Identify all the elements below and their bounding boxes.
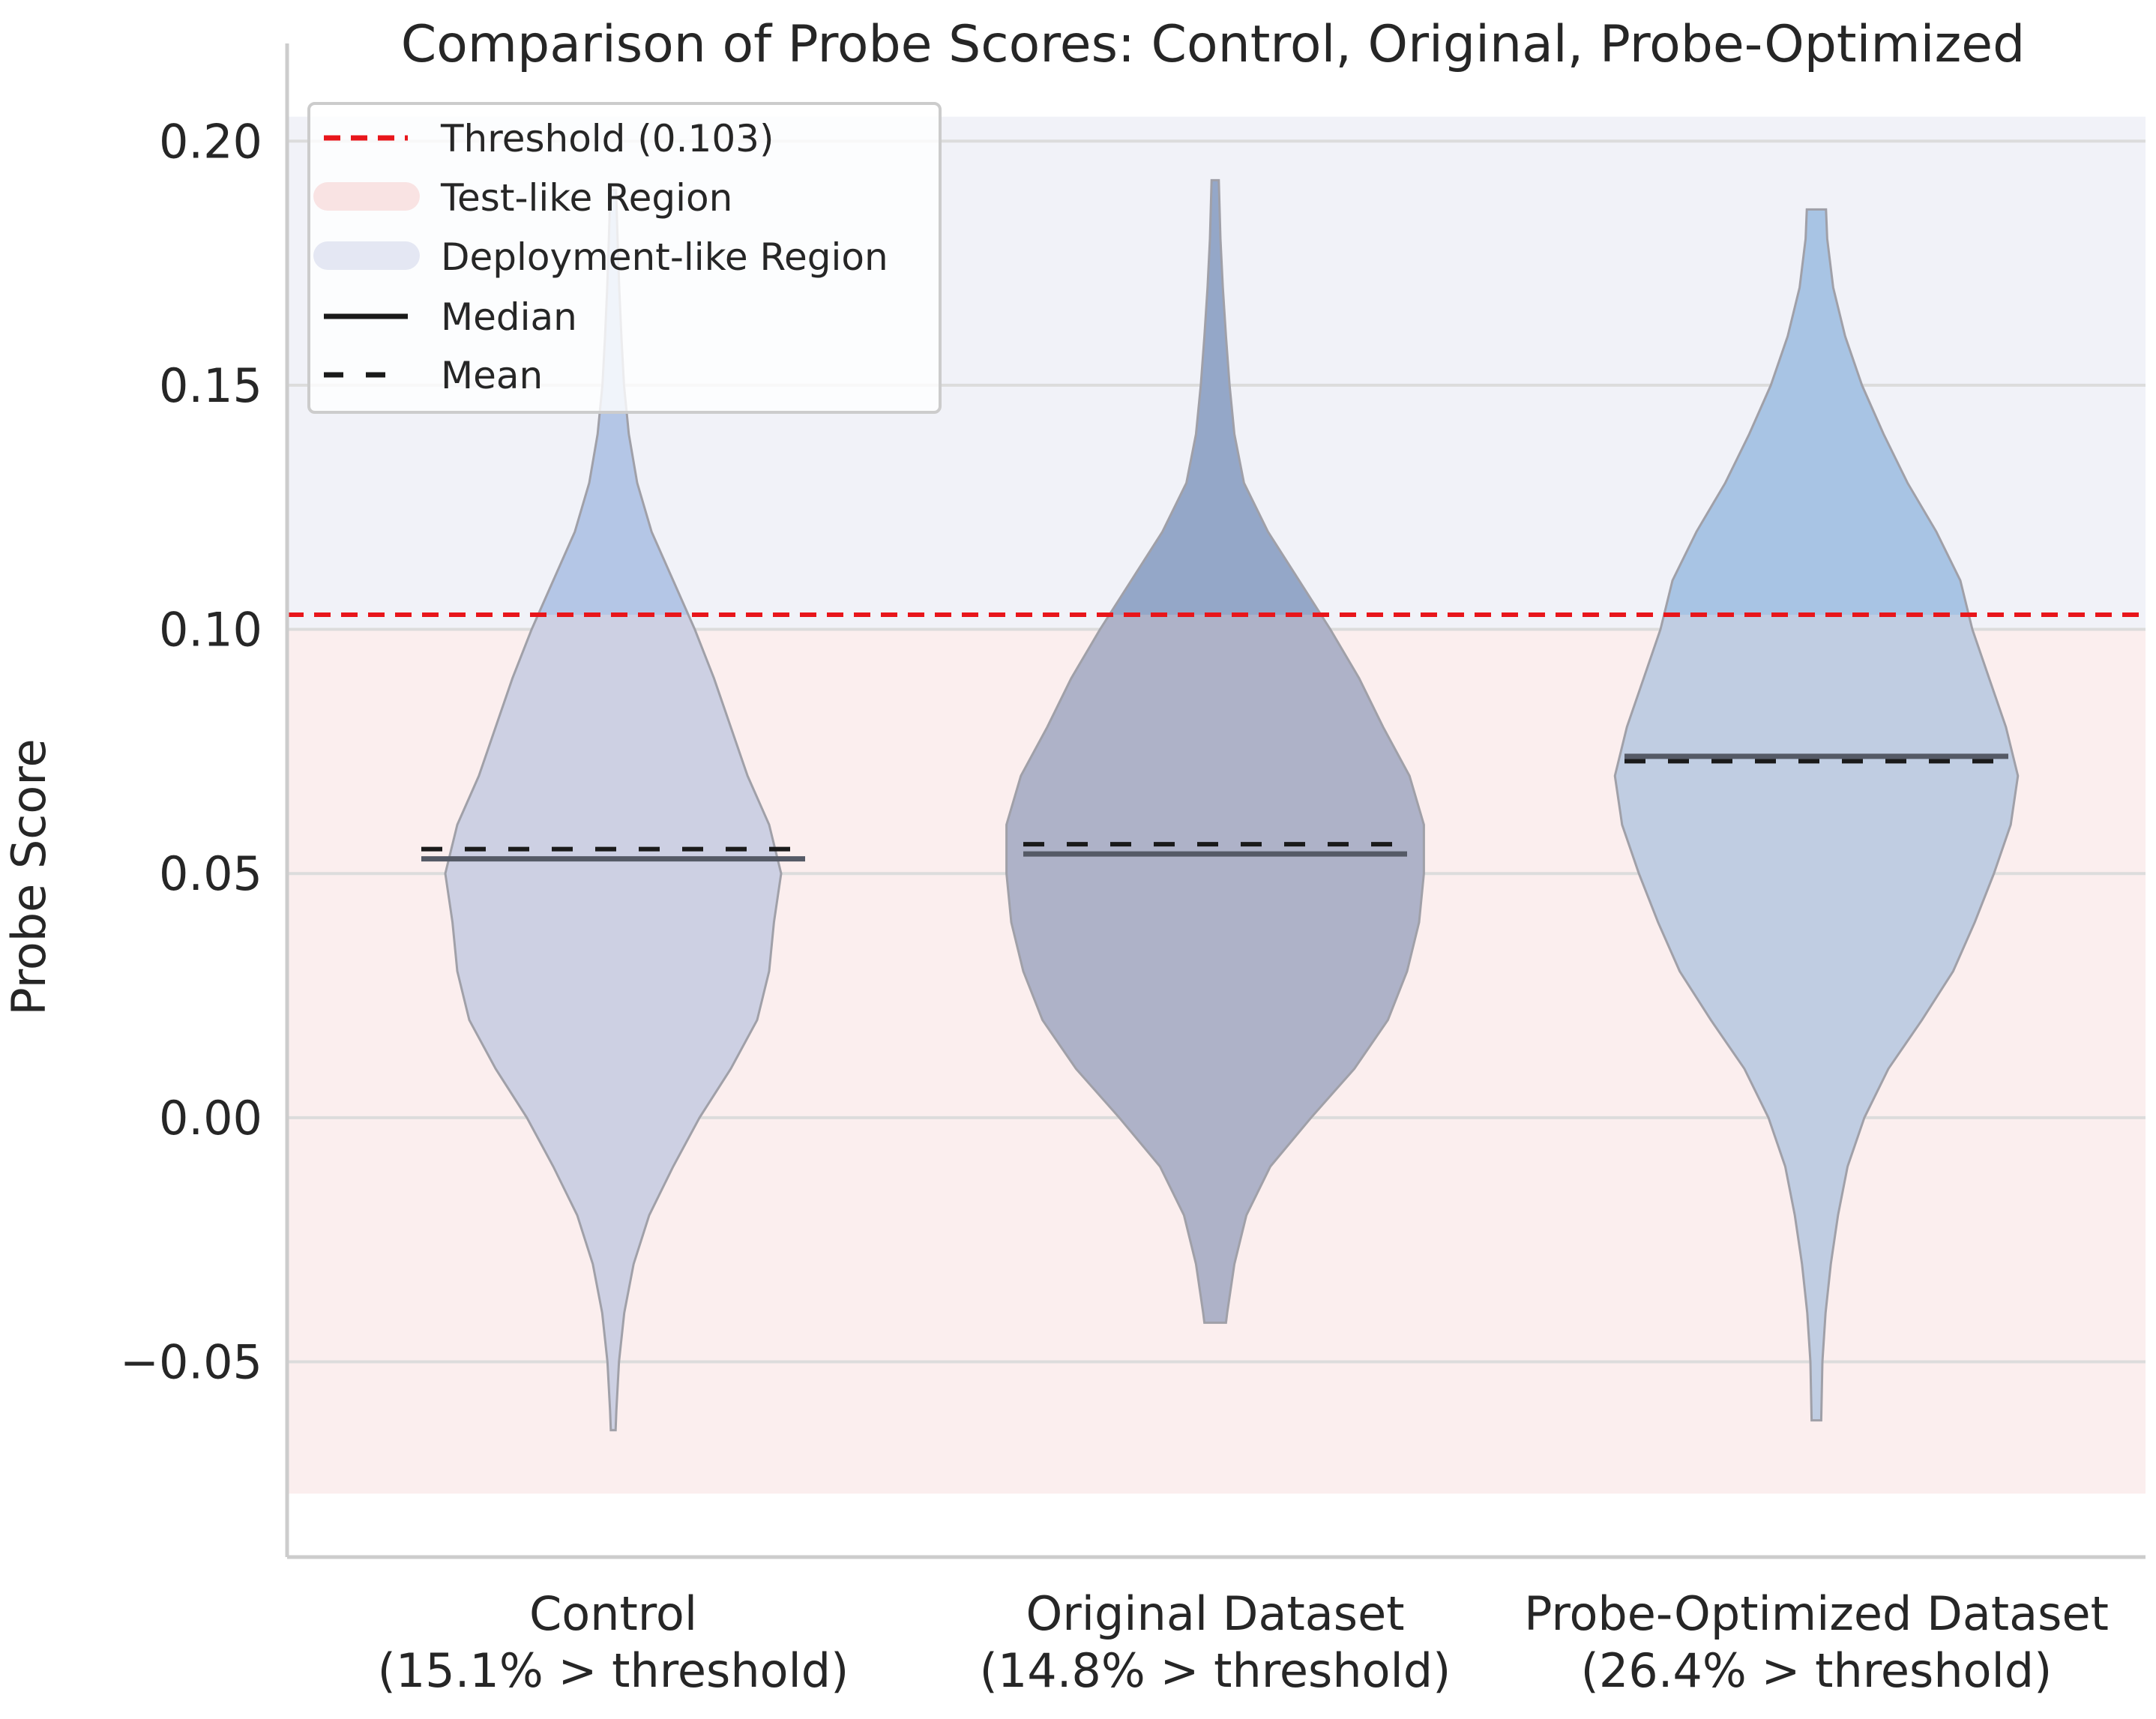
violin-body-below-2	[1615, 615, 2018, 1421]
x-category-sublabel-2: (26.4% > threshold)	[1581, 1643, 2053, 1698]
violin-body-below-1	[1006, 615, 1424, 1323]
violin-body-above-2	[1663, 209, 1969, 615]
y-tick-label-1: 0.00	[159, 1091, 262, 1146]
legend-frame	[307, 102, 942, 414]
y-tick-label-3: 0.10	[159, 603, 262, 657]
violin-group-2	[1613, 208, 2020, 1422]
x-category-sublabel-0: (15.1% > threshold)	[378, 1643, 849, 1698]
violin-outline-1	[1005, 178, 1425, 1324]
violin-group-1	[1005, 178, 1425, 1324]
violin-body-below-0	[445, 615, 781, 1430]
legend-deployment-region-label: Deployment-like Region	[441, 235, 888, 279]
chart-title: Comparison of Probe Scores: Control, Ori…	[401, 15, 2026, 74]
violins-layer	[421, 178, 2020, 1432]
legend-deployment-region-swatch	[313, 241, 420, 270]
y-tick-label-4: 0.15	[159, 358, 262, 413]
y-tick-label-5: 0.20	[159, 114, 262, 169]
y-tick-label-2: 0.05	[159, 846, 262, 901]
x-category-label-2: Probe-Optimized Dataset	[1524, 1586, 2109, 1641]
legend-test-region-label: Test-like Region	[440, 176, 732, 220]
x-category-label-0: Control	[529, 1586, 697, 1641]
legend-test-region-swatch	[313, 182, 420, 211]
x-category-sublabel-1: (14.8% > threshold)	[980, 1643, 1451, 1698]
x-category-label-1: Original Dataset	[1026, 1586, 1404, 1641]
legend: Threshold (0.103) Test-like Region Deplo…	[307, 102, 942, 414]
violin-outline-2	[1613, 208, 2020, 1422]
y-axis-label: Probe Score	[1, 738, 56, 1015]
axes-layer: −0.05 0.00 0.05 0.10 0.15 0.20 Control(15.1% >…	[120, 43, 2146, 1698]
y-tick-label-0: −0.05	[120, 1334, 262, 1389]
violin-body-above-1	[1109, 180, 1322, 615]
legend-threshold-label: Threshold (0.103)	[440, 117, 774, 160]
legend-mean-label: Mean	[441, 354, 543, 397]
legend-median-label: Median	[441, 295, 577, 339]
